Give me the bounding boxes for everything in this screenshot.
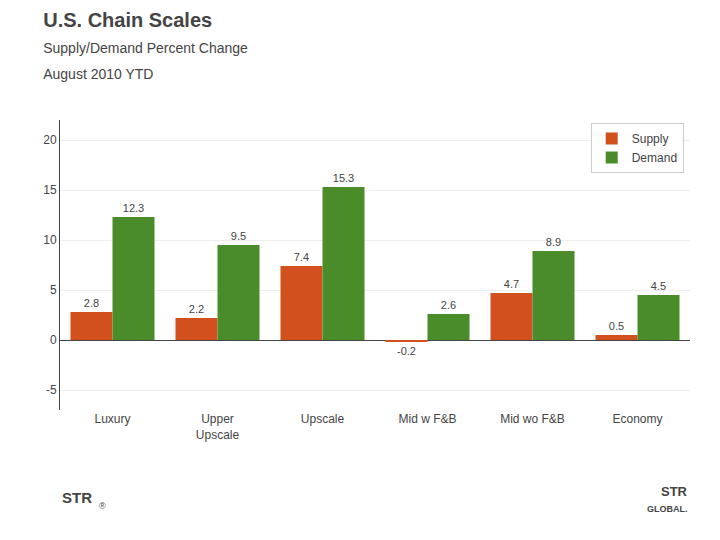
svg-text:0.5: 0.5 xyxy=(609,320,624,332)
svg-text:5: 5 xyxy=(50,283,57,297)
svg-text:UpperUpscale: UpperUpscale xyxy=(196,412,240,442)
svg-text:0: 0 xyxy=(50,333,57,347)
svg-text:-5: -5 xyxy=(46,383,57,397)
svg-text:STR: STR xyxy=(62,489,92,506)
svg-text:Supply: Supply xyxy=(632,132,669,146)
svg-text:10: 10 xyxy=(43,233,57,247)
svg-text:Upscale: Upscale xyxy=(301,412,345,426)
svg-text:STR: STR xyxy=(661,484,688,499)
svg-text:Demand: Demand xyxy=(632,151,677,165)
svg-text:9.5: 9.5 xyxy=(231,230,246,242)
svg-text:4.5: 4.5 xyxy=(651,280,666,292)
svg-text:Mid w F&B: Mid w F&B xyxy=(398,412,456,426)
svg-text:2.2: 2.2 xyxy=(189,303,204,315)
svg-text:-0.2: -0.2 xyxy=(397,345,416,357)
svg-text:20: 20 xyxy=(43,133,57,147)
svg-text:15: 15 xyxy=(43,183,57,197)
svg-text:®: ® xyxy=(99,501,106,511)
svg-text:2.8: 2.8 xyxy=(84,297,99,309)
svg-text:4.7: 4.7 xyxy=(504,278,519,290)
svg-text:Mid wo F&B: Mid wo F&B xyxy=(500,412,565,426)
svg-text:2.6: 2.6 xyxy=(441,299,456,311)
svg-text:GLOBAL.: GLOBAL. xyxy=(647,504,688,514)
svg-text:Luxury: Luxury xyxy=(94,412,130,426)
svg-text:12.3: 12.3 xyxy=(123,202,144,214)
svg-text:15.3: 15.3 xyxy=(333,172,354,184)
svg-text:7.4: 7.4 xyxy=(294,251,309,263)
svg-text:Economy: Economy xyxy=(612,412,662,426)
svg-text:8.9: 8.9 xyxy=(546,236,561,248)
svg-text:U.S. Chain ScalesSupply/Demand: U.S. Chain ScalesSupply/Demand Percent C… xyxy=(43,9,248,82)
